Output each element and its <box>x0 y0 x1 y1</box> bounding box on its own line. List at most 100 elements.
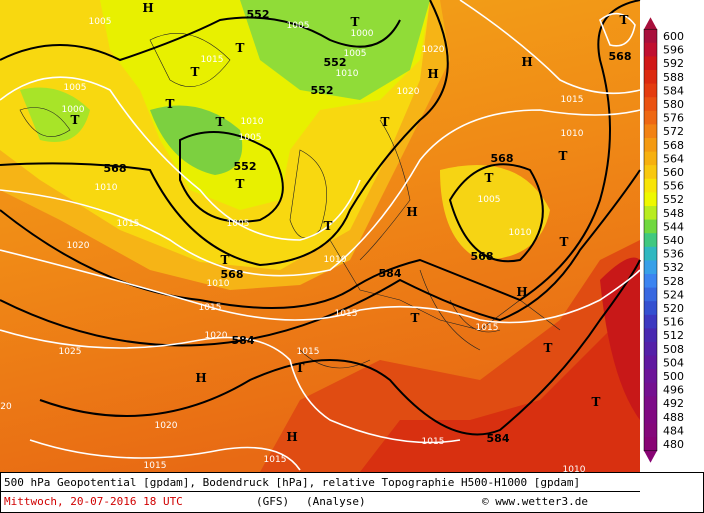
map-label: 1005 <box>89 17 112 27</box>
legend-label: 572 <box>663 125 684 138</box>
legend-label: 564 <box>663 152 684 165</box>
map-label: 1005 <box>344 49 367 59</box>
legend-swatch <box>644 219 657 234</box>
legend-label: 548 <box>663 207 684 220</box>
map-label: 1015 <box>335 309 358 319</box>
legend-label: 552 <box>663 193 684 206</box>
map-label: T <box>296 361 305 375</box>
isobar-1010 <box>0 109 641 277</box>
map-label: T <box>485 171 494 185</box>
legend-label: 560 <box>663 166 684 179</box>
map-label: 1020 <box>205 331 228 341</box>
legend-swatch <box>644 192 657 207</box>
legend-label: 480 <box>663 438 684 451</box>
map-label: T <box>71 113 80 127</box>
zone-552b <box>20 87 90 142</box>
legend-swatch <box>644 410 657 425</box>
map-label: T <box>620 13 629 27</box>
legend-swatch <box>644 29 657 44</box>
caption-credit: © www.wetter3.de <box>482 495 588 508</box>
zone-560 <box>440 165 550 260</box>
legend-label: 512 <box>663 329 684 342</box>
map-label: 552 <box>311 84 334 97</box>
legend: 6005965925885845805765725685645605565525… <box>643 17 684 463</box>
legend-swatch <box>644 42 657 57</box>
map-label: 1010 <box>561 129 584 139</box>
legend-swatch <box>644 70 657 85</box>
legend-swatch <box>644 437 657 452</box>
legend-label: 540 <box>663 234 684 247</box>
legend-label: 588 <box>663 71 684 84</box>
legend-swatch <box>644 246 657 261</box>
map-label: T <box>544 341 553 355</box>
legend-label: 516 <box>663 316 684 329</box>
isobar-1005 <box>0 76 361 241</box>
coastlines <box>19 33 561 369</box>
legend-swatch <box>644 287 657 302</box>
map-label: 1005 <box>64 83 87 93</box>
contour-552 <box>0 16 401 62</box>
map-label: 1005 <box>287 21 310 31</box>
map-label: 20 <box>0 402 12 412</box>
legend-label: 500 <box>663 370 684 383</box>
map-label: 584 <box>232 334 255 347</box>
map-label: T <box>411 311 420 325</box>
legend-label: 488 <box>663 411 684 424</box>
map-label: 1015 <box>264 455 287 465</box>
legend-label: 496 <box>663 384 684 397</box>
legend-border <box>643 28 658 452</box>
legend-label: 508 <box>663 343 684 356</box>
legend-swatch <box>644 342 657 357</box>
map-label: 552 <box>247 8 270 21</box>
legend-swatch <box>644 355 657 370</box>
legend-label: 544 <box>663 220 684 233</box>
map-label: T <box>592 395 601 409</box>
map-label: 1015 <box>561 95 584 105</box>
map-label: H <box>142 1 153 15</box>
legend-swatch <box>644 178 657 193</box>
map-label: 568 <box>491 152 514 165</box>
map-label: T <box>559 149 568 163</box>
legend-swatch <box>644 328 657 343</box>
caption-line1: 500 hPa Geopotential [gpdam], Bodendruck… <box>4 476 580 489</box>
legend-label: 484 <box>663 424 684 437</box>
map-label: 1015 <box>117 219 140 229</box>
legend-swatch <box>644 124 657 139</box>
legend-swatch <box>644 110 657 125</box>
map-label: T <box>236 41 245 55</box>
legend-label: 584 <box>663 84 684 97</box>
map-label: T <box>166 97 175 111</box>
map-label: T <box>191 65 200 79</box>
map-label: T <box>560 235 569 249</box>
caption-box <box>0 472 704 513</box>
map-label: 1005 <box>478 195 501 205</box>
map-label: 552 <box>234 160 257 173</box>
legend-swatch <box>644 396 657 411</box>
legend-swatch <box>644 206 657 221</box>
map-label: 1010 <box>336 69 359 79</box>
map-label: 1010 <box>563 465 586 475</box>
isobar-1015b <box>29 439 301 471</box>
legend-swatch <box>644 233 657 248</box>
map-label: 568 <box>104 162 127 175</box>
contour-576 <box>0 0 641 309</box>
map-label: H <box>406 205 417 219</box>
legend-label: 528 <box>663 275 684 288</box>
map-label: 584 <box>379 267 402 280</box>
map-label: H <box>516 285 527 299</box>
map <box>0 0 641 472</box>
map-label: T <box>324 219 333 233</box>
map-label: 1010 <box>95 183 118 193</box>
legend-label: 592 <box>663 57 684 70</box>
map-label: 1015 <box>199 303 222 313</box>
map-label: 1000 <box>62 105 85 115</box>
legend-label: 600 <box>663 30 684 43</box>
map-label: 1010 <box>324 255 347 265</box>
map-label: T <box>381 115 390 129</box>
map-label: T <box>221 253 230 267</box>
map-label: 1025 <box>59 347 82 357</box>
map-label: T <box>351 15 360 29</box>
map-label: 568 <box>221 268 244 281</box>
